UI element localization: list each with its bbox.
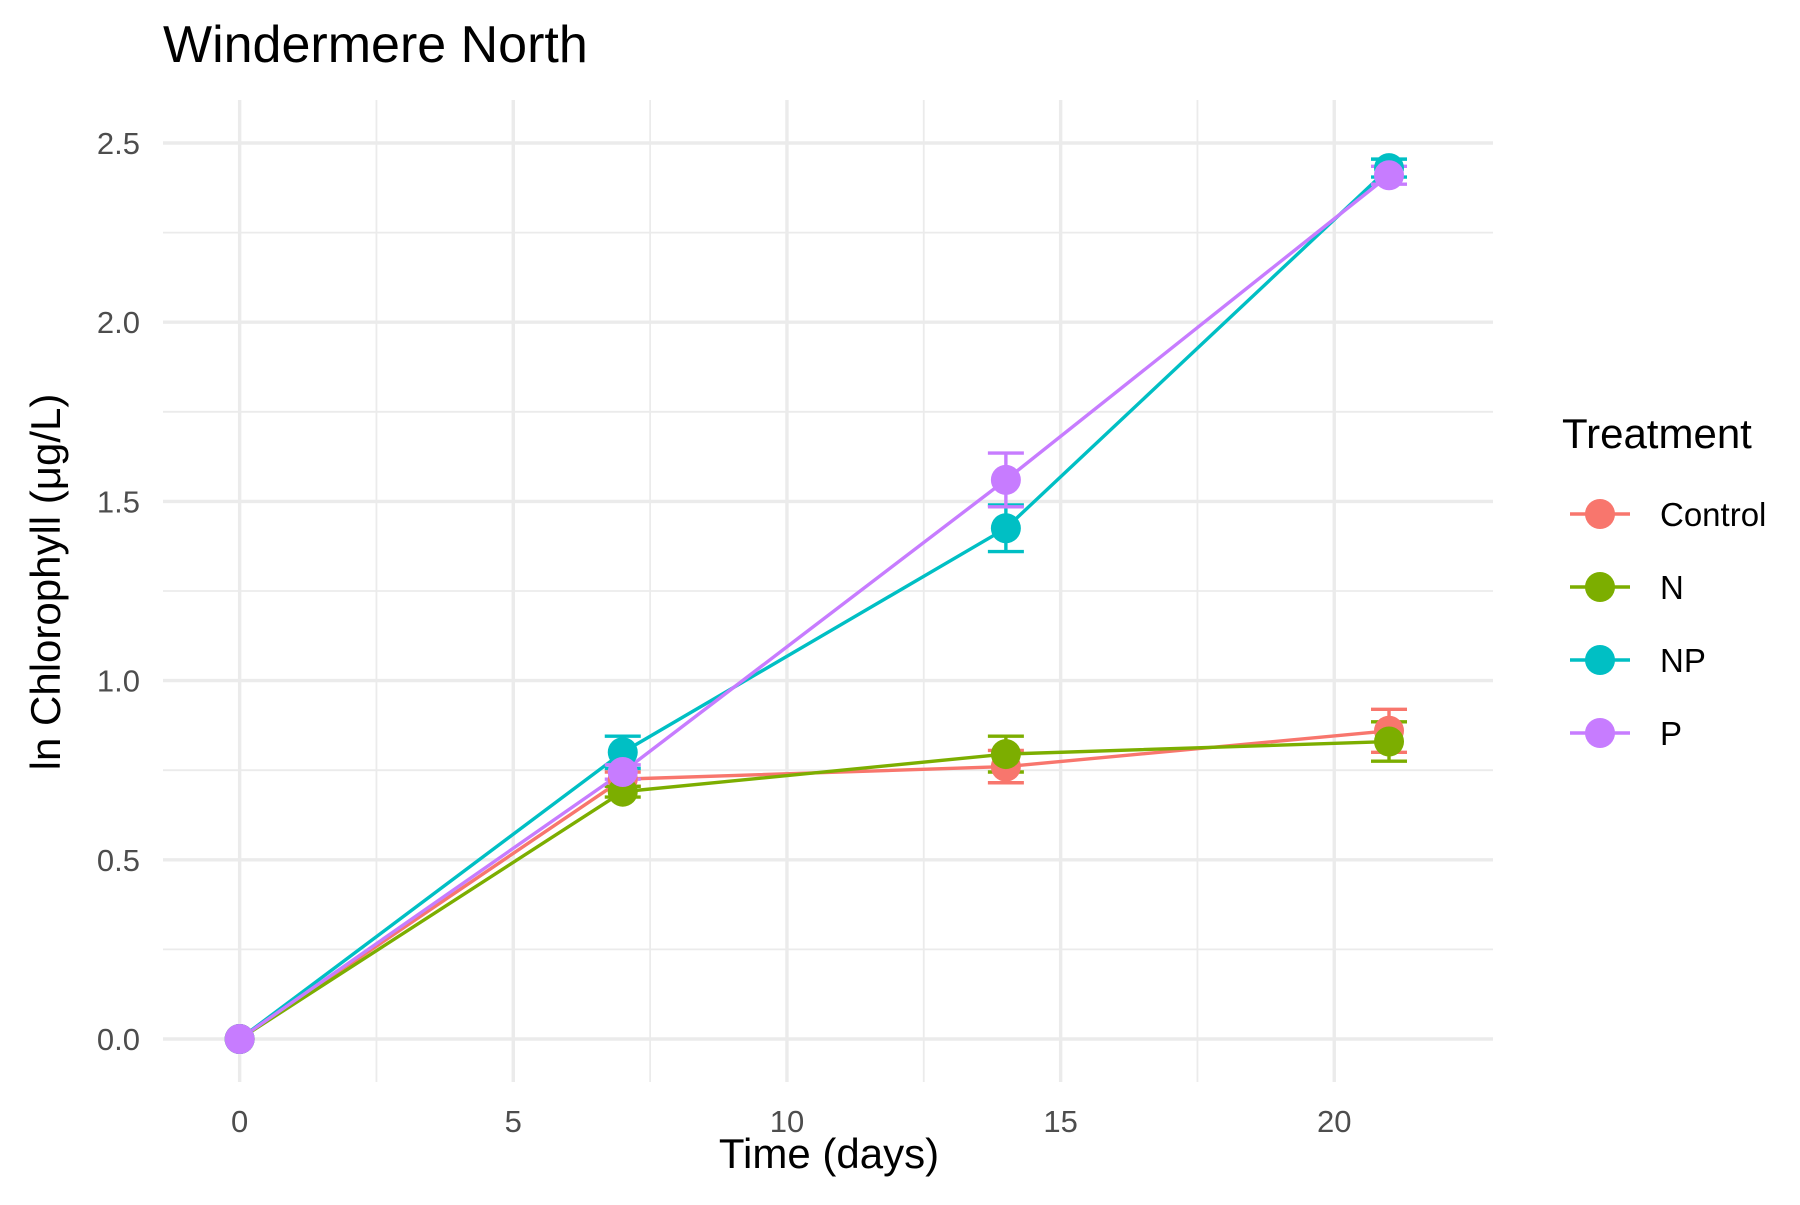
chart-title: Windermere North (163, 16, 588, 74)
series-line (238, 166, 1391, 1041)
y-tick-label: 0.0 (97, 1022, 140, 1057)
legend-label: NP (1660, 642, 1706, 679)
x-tick-label: 0 (231, 1104, 248, 1139)
legend-point-key (1585, 645, 1615, 675)
data-point (990, 513, 1021, 544)
data-point (224, 1023, 255, 1054)
series-np (238, 157, 1408, 1041)
legend-item-n: N (1570, 569, 1684, 606)
legend-label: P (1660, 715, 1682, 752)
series-line (238, 173, 1391, 1041)
y-tick-label: 2.5 (97, 126, 140, 161)
series-line (238, 729, 1390, 1041)
series-points-n (224, 726, 1405, 1054)
y-tick-label: 2.0 (97, 305, 140, 340)
data-point (1374, 160, 1405, 191)
legend-item-np: NP (1570, 642, 1706, 679)
series-points-p (224, 160, 1405, 1054)
x-tick-label: 5 (505, 1104, 522, 1139)
x-axis: 0 5 10 15 20 (231, 1104, 1352, 1139)
grid (163, 100, 1493, 1082)
x-tick-label: 20 (1317, 1104, 1351, 1139)
x-tick-label: 10 (770, 1104, 804, 1139)
y-tick-label: 1.0 (97, 664, 140, 699)
legend-point-key (1585, 499, 1615, 529)
legend-label: N (1660, 569, 1684, 606)
series-control (238, 707, 1408, 1041)
x-tick-label: 15 (1043, 1104, 1077, 1139)
data-point (990, 739, 1021, 770)
series-line (238, 739, 1390, 1041)
data-point (1374, 726, 1405, 757)
y-tick-label: 1.5 (97, 484, 140, 519)
legend: Treatment Control N NP P (1562, 410, 1766, 752)
legend-item-control: Control (1570, 496, 1766, 533)
series-points-control (224, 715, 1405, 1054)
legend-title: Treatment (1562, 410, 1752, 457)
data-point (990, 464, 1021, 495)
data-point (607, 756, 638, 787)
y-tick-label: 0.5 (97, 843, 140, 878)
plot-area (224, 153, 1408, 1054)
y-axis: 0.0 0.5 1.0 1.5 2.0 2.5 (97, 126, 140, 1057)
legend-item-p: P (1570, 715, 1682, 752)
legend-point-key (1585, 718, 1615, 748)
y-axis-title: ln Chlorophyll (μg/L) (22, 394, 69, 771)
legend-label: Control (1660, 496, 1766, 533)
x-axis-title: Time (days) (719, 1130, 939, 1177)
legend-point-key (1585, 572, 1615, 602)
